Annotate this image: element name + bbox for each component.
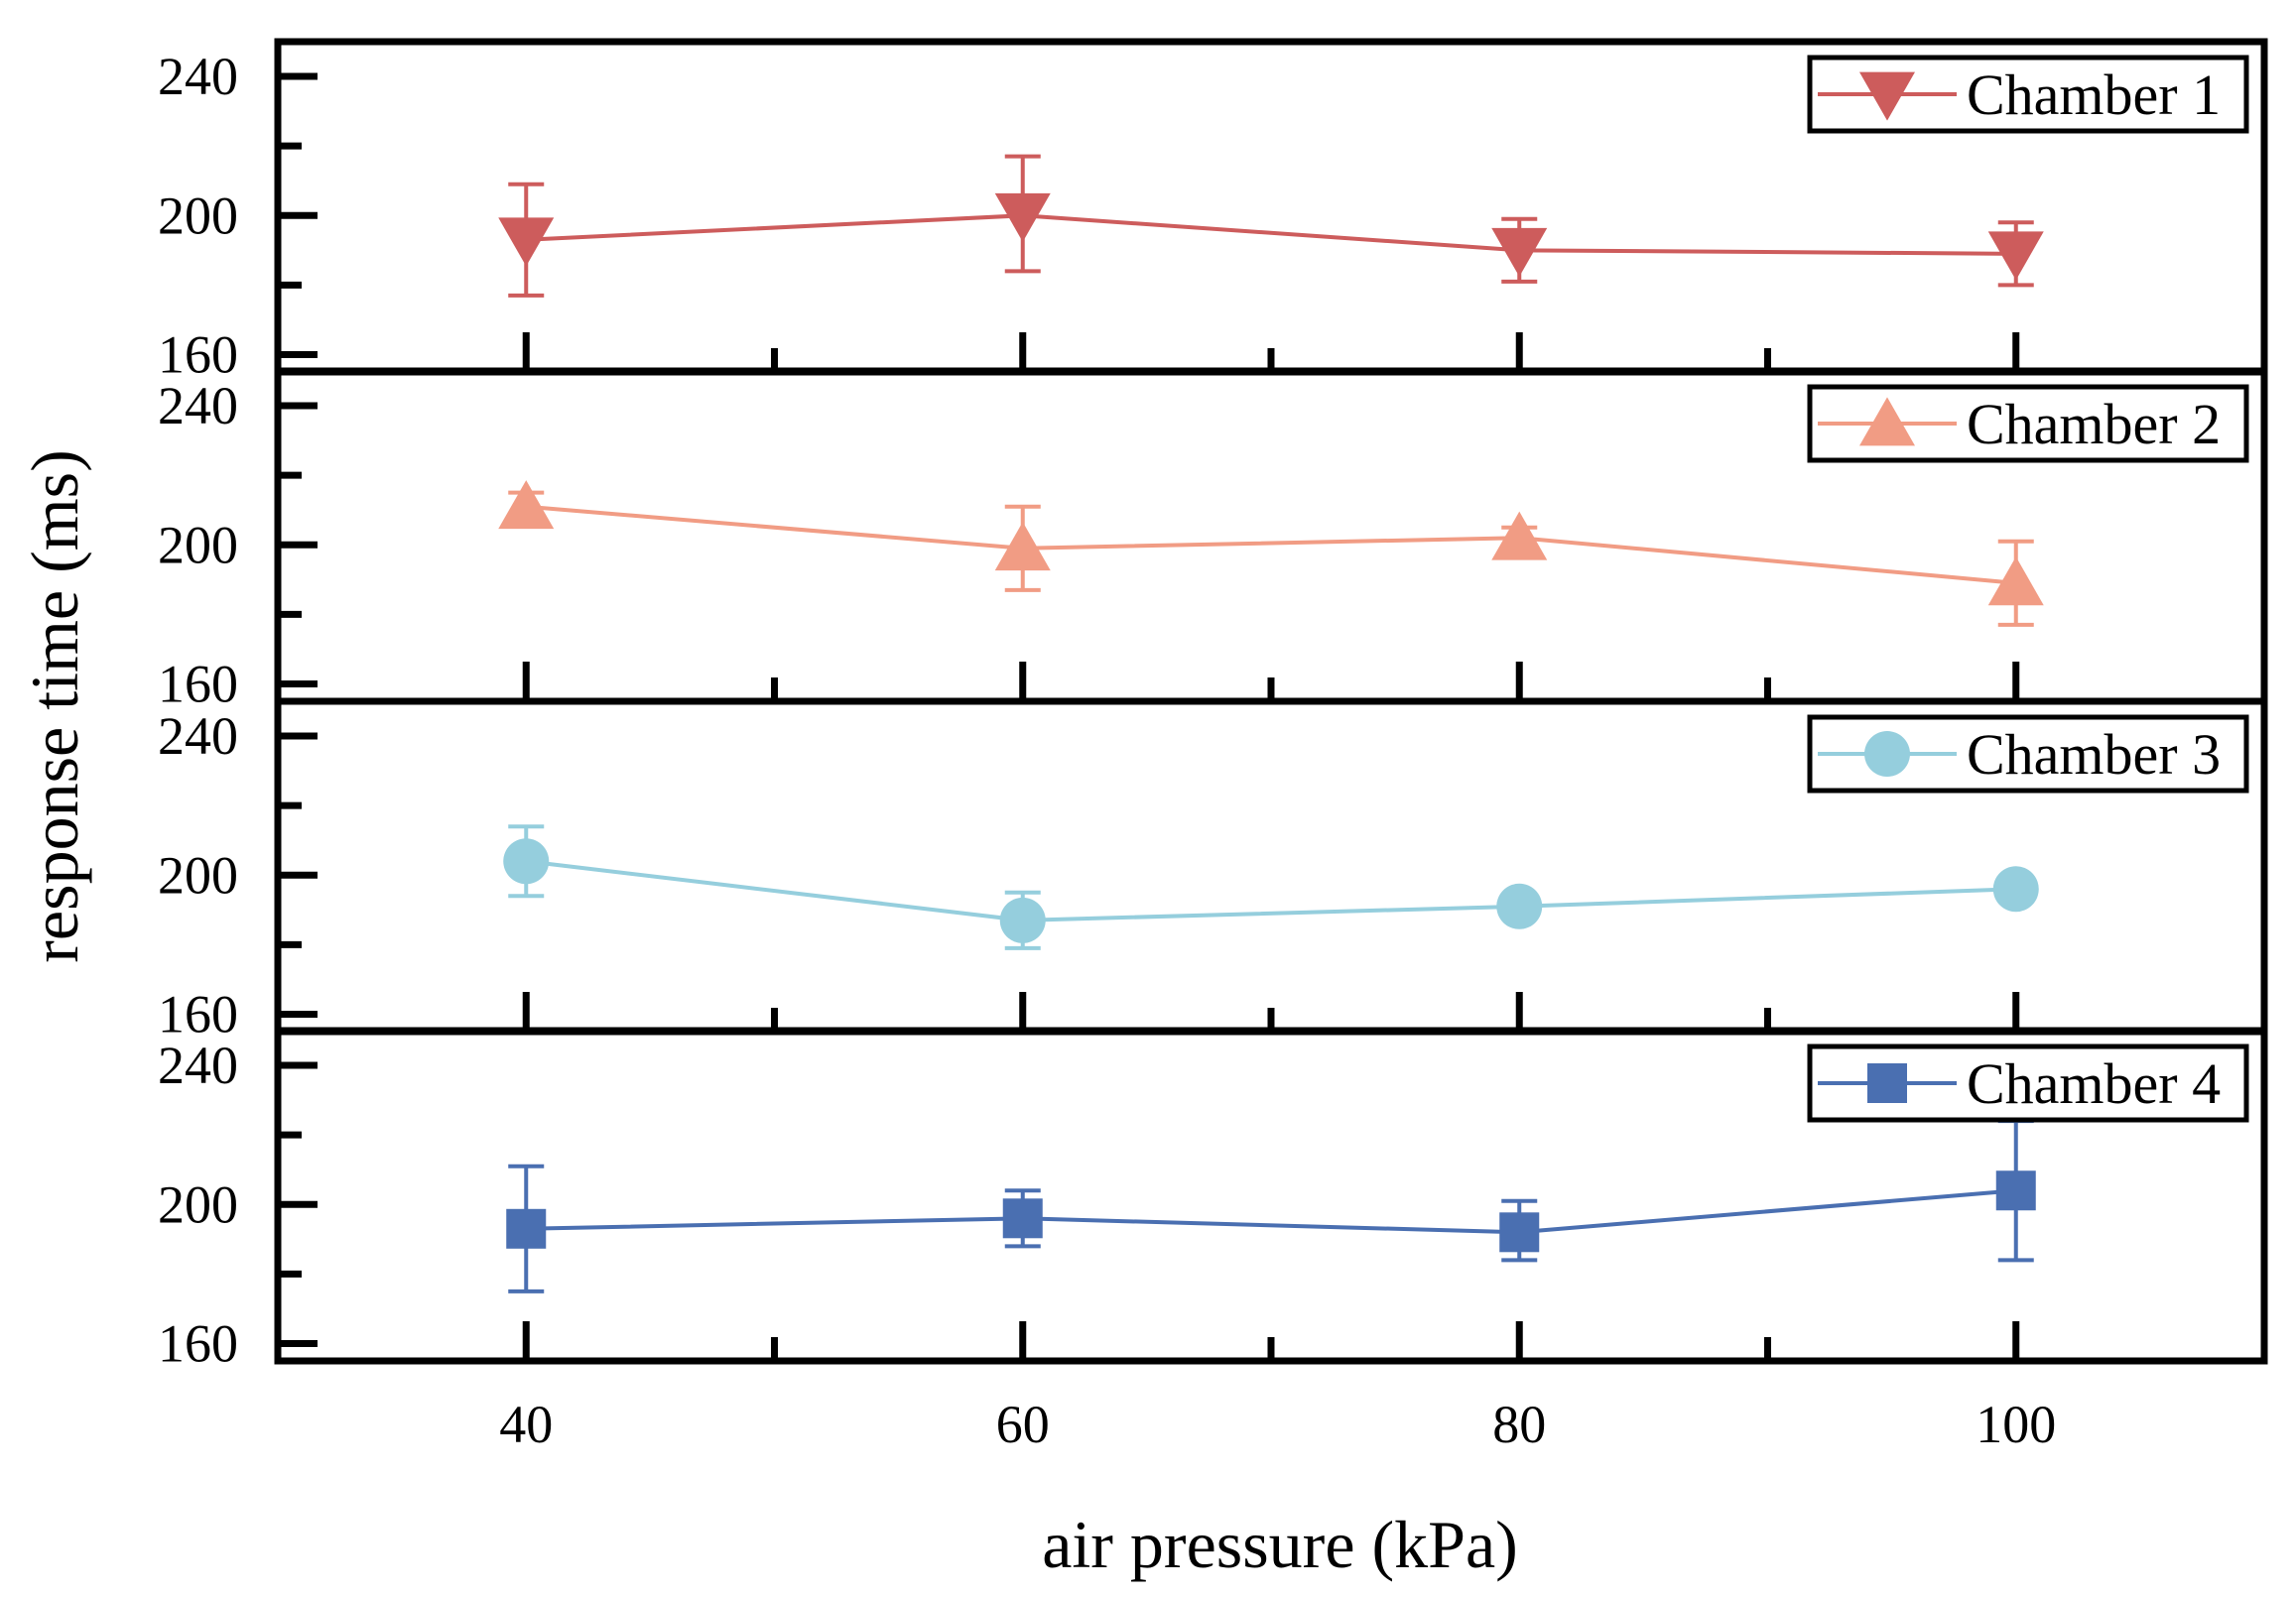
y-tick-label: 160: [158, 984, 238, 1044]
x-tick-label: 40: [499, 1395, 553, 1454]
data-point: [498, 480, 555, 530]
series-line-chamber-2: [526, 504, 2016, 585]
legend-label: Chamber 1: [1967, 62, 2221, 127]
legend-chamber-3: Chamber 3: [1807, 714, 2249, 794]
x-axis-title: air pressure (kPa): [1042, 1507, 1518, 1582]
legend-marker: [1859, 71, 1915, 121]
y-tick-label: 200: [158, 185, 238, 245]
data-point: [1987, 231, 2044, 281]
legend-label: Chamber 3: [1967, 722, 2221, 787]
legend-marker: [1867, 1063, 1907, 1103]
data-point: [1995, 1170, 2036, 1211]
panel-frame: [274, 1027, 2268, 1365]
data-point: [999, 897, 1046, 943]
series-line-chamber-3: [526, 859, 2016, 922]
series-line-chamber-1: [526, 213, 2016, 256]
data-point: [994, 192, 1051, 242]
data-point: [1987, 556, 2044, 606]
y-tick-label: 200: [158, 1174, 238, 1234]
data-point: [1491, 511, 1548, 560]
y-tick-label: 200: [158, 515, 238, 574]
series-line-chamber-4: [526, 1188, 2016, 1235]
data-point: [994, 522, 1051, 571]
legend-chamber-4: Chamber 4: [1807, 1044, 2249, 1123]
y-tick-label: 240: [158, 1036, 238, 1095]
y-tick-label: 240: [158, 47, 238, 106]
data-point: [1002, 1198, 1043, 1239]
panel-chamber-3: 160 200 240 Chamber 3: [158, 697, 2268, 1044]
panel-chamber-4: 160 200 240 Chamber 4: [158, 1027, 2268, 1373]
legend-label: Chamber 4: [1967, 1051, 2221, 1116]
panel-chamber-1: 160 200 240 Chamber 1: [158, 38, 2268, 384]
data-point: [1499, 1212, 1540, 1253]
data-point: [1491, 227, 1548, 277]
y-tick-label: 160: [158, 324, 238, 384]
data-point: [1992, 866, 2039, 913]
y-tick-label: 160: [158, 1313, 238, 1373]
legend-chamber-2: Chamber 2: [1807, 384, 2249, 463]
data-point: [506, 1208, 547, 1249]
x-tick-label: 100: [1976, 1395, 2056, 1454]
y-tick-label: 240: [158, 706, 238, 766]
data-point: [1496, 883, 1543, 929]
y-tick-label: 240: [158, 376, 238, 435]
x-tick-labels: 40 60 80 100: [499, 1395, 2056, 1454]
data-point: [498, 217, 555, 267]
y-tick-label: 200: [158, 845, 238, 905]
legend-marker: [1864, 731, 1910, 777]
data-point: [503, 838, 550, 885]
panel-chamber-2: 160 200 240 Chamber 2: [158, 367, 2268, 713]
x-tick-label: 80: [1492, 1395, 1546, 1454]
y-tick-label: 160: [158, 654, 238, 713]
legend-label: Chamber 2: [1967, 392, 2221, 456]
legend-chamber-1: Chamber 1: [1807, 55, 2249, 134]
x-tick-label: 60: [996, 1395, 1050, 1454]
y-axis-title: response time (ms): [17, 449, 92, 962]
legend-marker: [1859, 397, 1915, 446]
